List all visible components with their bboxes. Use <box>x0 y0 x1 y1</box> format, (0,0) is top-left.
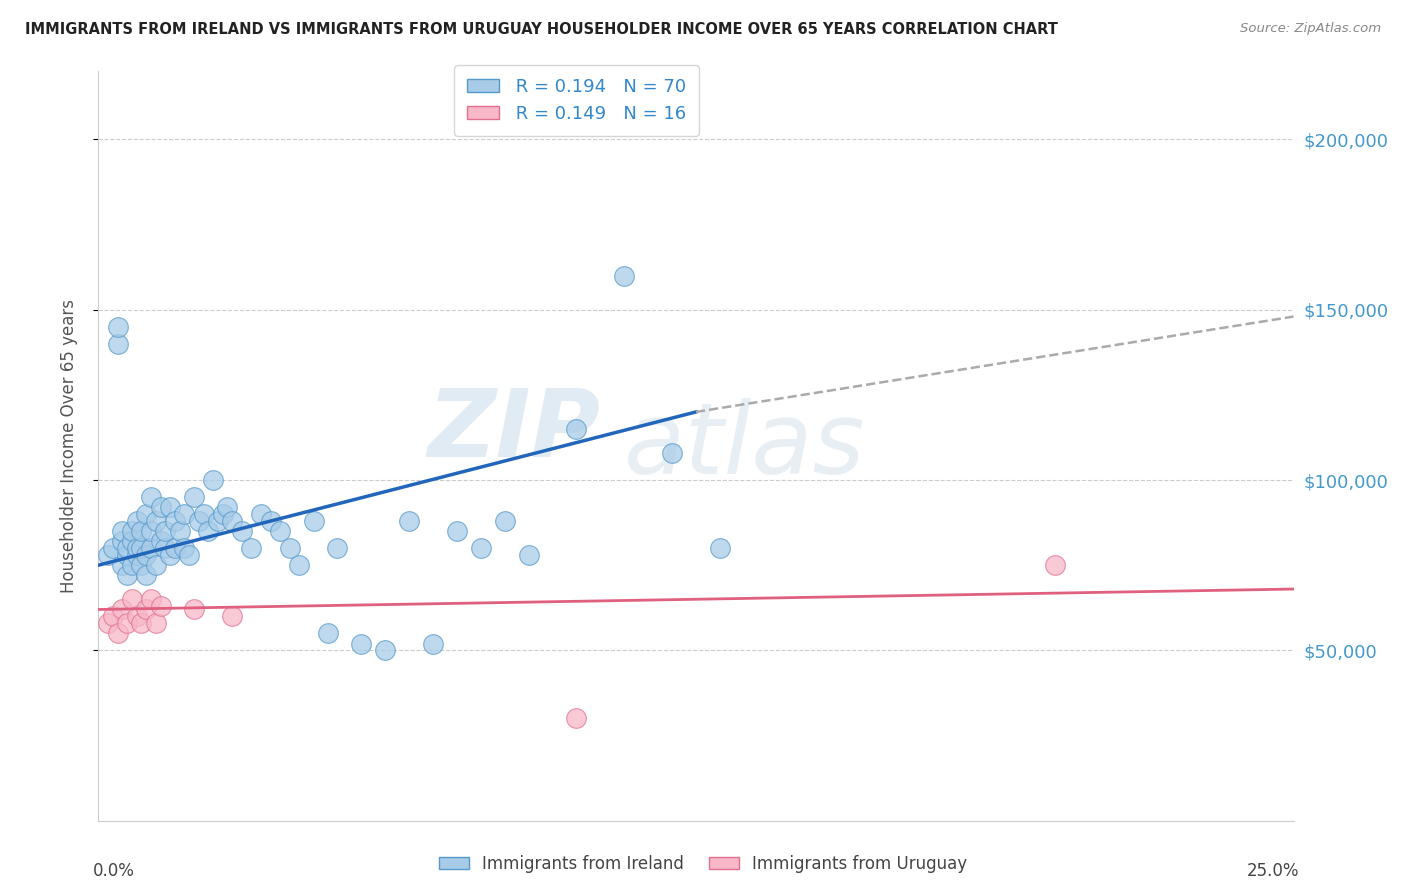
Point <box>145 514 167 528</box>
Point <box>470 541 492 556</box>
Point <box>316 626 339 640</box>
Point <box>107 319 129 334</box>
Point <box>101 609 124 624</box>
Point <box>517 548 540 562</box>
Point <box>565 711 588 725</box>
Point <box>135 602 157 616</box>
Point <box>163 541 186 556</box>
Point <box>139 592 162 607</box>
Text: Source: ZipAtlas.com: Source: ZipAtlas.com <box>1240 22 1381 36</box>
Point <box>163 514 186 528</box>
Point <box>111 558 134 573</box>
Point <box>350 636 373 650</box>
Text: atlas: atlas <box>624 398 866 494</box>
Text: 0.0%: 0.0% <box>93 862 135 880</box>
Point <box>149 500 172 515</box>
Point <box>145 616 167 631</box>
Point <box>173 507 195 521</box>
Point <box>374 643 396 657</box>
Point <box>422 636 444 650</box>
Point <box>125 541 148 556</box>
Point <box>709 541 731 556</box>
Point <box>197 524 219 538</box>
Point <box>149 534 172 549</box>
Point <box>115 568 138 582</box>
Point <box>494 514 516 528</box>
Legend:  R = 0.194   N = 70,  R = 0.149   N = 16: R = 0.194 N = 70, R = 0.149 N = 16 <box>454 65 699 136</box>
Point <box>326 541 349 556</box>
Point <box>288 558 311 573</box>
Point <box>125 548 148 562</box>
Point <box>183 490 205 504</box>
Point <box>250 507 273 521</box>
Point <box>398 514 420 528</box>
Point <box>131 616 153 631</box>
Point <box>207 514 229 528</box>
Point <box>135 548 157 562</box>
Point <box>193 507 215 521</box>
Point <box>259 514 281 528</box>
Point <box>121 558 143 573</box>
Point <box>173 541 195 556</box>
Point <box>131 541 153 556</box>
Point <box>183 602 205 616</box>
Point <box>97 548 120 562</box>
Point <box>135 568 157 582</box>
Point <box>115 616 138 631</box>
Point <box>111 534 134 549</box>
Point <box>155 524 177 538</box>
Y-axis label: Householder Income Over 65 years: Householder Income Over 65 years <box>59 299 77 593</box>
Legend: Immigrants from Ireland, Immigrants from Uruguay: Immigrants from Ireland, Immigrants from… <box>432 848 974 880</box>
Point <box>139 490 162 504</box>
Point <box>97 616 120 631</box>
Point <box>111 524 134 538</box>
Point <box>231 524 253 538</box>
Point <box>221 609 243 624</box>
Point <box>661 446 683 460</box>
Point <box>187 514 209 528</box>
Point <box>278 541 301 556</box>
Text: IMMIGRANTS FROM IRELAND VS IMMIGRANTS FROM URUGUAY HOUSEHOLDER INCOME OVER 65 YE: IMMIGRANTS FROM IRELAND VS IMMIGRANTS FR… <box>25 22 1059 37</box>
Point <box>169 524 191 538</box>
Point <box>179 548 201 562</box>
Point <box>115 548 138 562</box>
Point <box>1043 558 1066 573</box>
Point <box>131 558 153 573</box>
Point <box>107 626 129 640</box>
Point <box>111 602 134 616</box>
Point <box>135 507 157 521</box>
Point <box>217 500 239 515</box>
Point <box>613 268 636 283</box>
Text: ZIP: ZIP <box>427 385 600 477</box>
Point <box>115 541 138 556</box>
Point <box>107 336 129 351</box>
Point <box>121 524 143 538</box>
Point <box>269 524 291 538</box>
Point <box>565 422 588 436</box>
Point <box>155 541 177 556</box>
Point <box>145 558 167 573</box>
Point <box>202 473 225 487</box>
Point <box>159 548 181 562</box>
Point <box>159 500 181 515</box>
Point <box>240 541 263 556</box>
Point <box>149 599 172 613</box>
Point <box>221 514 243 528</box>
Text: 25.0%: 25.0% <box>1247 862 1299 880</box>
Point <box>125 514 148 528</box>
Point <box>121 534 143 549</box>
Point <box>211 507 233 521</box>
Point <box>139 541 162 556</box>
Point <box>121 592 143 607</box>
Point <box>446 524 468 538</box>
Point <box>302 514 325 528</box>
Point <box>139 524 162 538</box>
Point <box>125 609 148 624</box>
Point <box>131 524 153 538</box>
Point <box>101 541 124 556</box>
